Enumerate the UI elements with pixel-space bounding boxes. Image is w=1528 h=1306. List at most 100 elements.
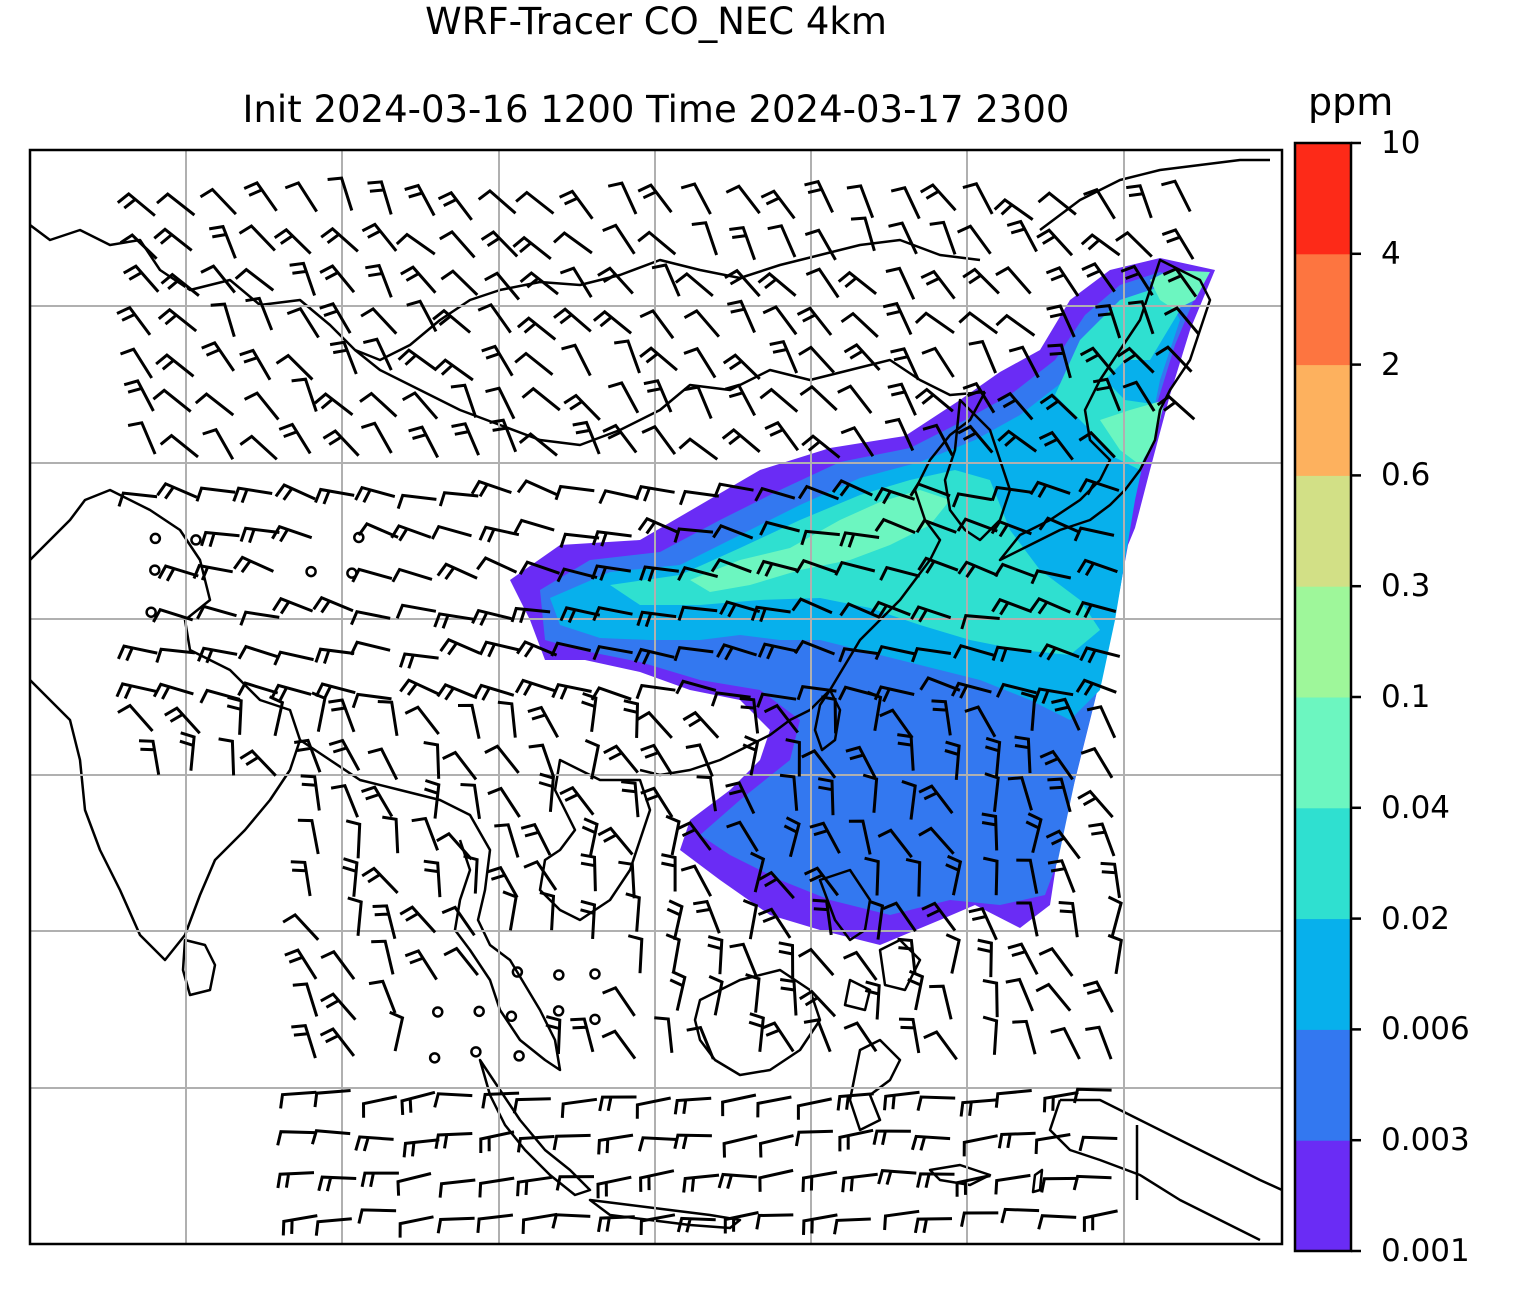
wind-barb (155, 353, 195, 378)
wind-barb (955, 1174, 991, 1197)
colorbar-tick-label: 0.006 (1381, 1011, 1470, 1048)
wind-barb (523, 859, 558, 891)
wind-barb (1020, 691, 1037, 731)
wind-barb (799, 384, 838, 412)
wind-barb (372, 904, 397, 940)
wind-barb (179, 731, 196, 771)
wind-barb (791, 597, 833, 615)
wind-barb (750, 605, 791, 623)
wind-barb (931, 699, 952, 736)
wind-barb (581, 817, 599, 858)
wind-barb (319, 1027, 356, 1057)
wind-barb (291, 1023, 317, 1059)
wind-barb (1085, 1025, 1113, 1060)
wind-barb (641, 424, 677, 455)
wind-barb (995, 265, 1032, 295)
wind-barb (550, 641, 592, 657)
wind-barb (633, 647, 675, 665)
wind-barb (330, 784, 359, 818)
wind-barb (956, 224, 992, 255)
wind-barb (559, 606, 601, 624)
calm-wind-marker (552, 1005, 565, 1017)
wind-barb (885, 266, 916, 300)
wind-barb (471, 608, 512, 626)
wind-barb (432, 308, 472, 334)
wind-barb (319, 264, 356, 294)
wind-barb (1072, 1174, 1112, 1191)
wind-barb (982, 1015, 999, 1055)
map-frame-border (28, 148, 1284, 1246)
wind-barb (1126, 184, 1153, 219)
colorbar-segment (1295, 1140, 1351, 1252)
wind-barb (769, 339, 799, 374)
calm-wind-marker (589, 968, 601, 980)
wind-barb (284, 948, 318, 980)
wind-barb (872, 1129, 911, 1146)
colorbar-segment (1295, 697, 1351, 809)
wind-barb (327, 176, 354, 211)
wind-barb (717, 1172, 758, 1190)
wind-barb (157, 564, 199, 582)
wind-barb (514, 351, 554, 376)
wind-barb (677, 605, 718, 621)
wind-barb (1075, 678, 1117, 696)
wind-barb (758, 1134, 794, 1158)
wind-barb (591, 530, 632, 547)
wind-barb (539, 891, 556, 931)
wind-barb (785, 738, 801, 777)
wind-barb (1014, 735, 1032, 774)
wind-barb (1078, 477, 1120, 496)
wind-barb (1035, 982, 1072, 1012)
wind-barb (1033, 687, 1074, 705)
wind-barb (423, 741, 441, 779)
calm-wind-marker (145, 606, 157, 618)
wind-barb (361, 1095, 398, 1118)
colorbar-segment (1295, 364, 1351, 476)
wind-barb (402, 1138, 440, 1158)
wind-barb (838, 647, 879, 663)
wind-barb (1082, 1209, 1118, 1232)
wind-barb (968, 906, 998, 941)
wind-barb (354, 1135, 394, 1152)
wind-barb (639, 1213, 676, 1236)
wind-barb (273, 650, 314, 666)
wind-barb (916, 1095, 956, 1111)
wind-barb (898, 1017, 921, 1054)
wind-barb (874, 486, 916, 505)
wind-barb (673, 1096, 712, 1115)
wind-barb (1037, 191, 1077, 216)
wind-barb (729, 225, 757, 261)
wind-barb (194, 392, 235, 417)
tracer-plume-level-4 (610, 470, 1100, 655)
wind-barb (917, 556, 959, 574)
wind-barb (272, 596, 314, 615)
wind-barb (270, 683, 312, 701)
wind-barb (680, 864, 713, 897)
calm-wind-marker (473, 1005, 485, 1018)
wind-barb (152, 607, 194, 623)
wind-barb (724, 268, 761, 298)
wind-barb (391, 567, 433, 583)
wind-barb (1073, 1087, 1112, 1104)
wind-barb (450, 383, 478, 418)
wind-barb (921, 346, 955, 378)
wind-barb (957, 560, 999, 578)
wind-barb (837, 270, 878, 295)
wind-barb (157, 307, 198, 333)
wind-barb (200, 530, 240, 548)
wind-barb (812, 898, 833, 936)
wind-barb (1058, 901, 1079, 938)
wind-barb (710, 691, 751, 707)
wind-barb (282, 912, 320, 941)
wind-barb (676, 1216, 716, 1233)
wind-barb (805, 267, 840, 299)
wind-barb (276, 1171, 315, 1189)
wind-barb (284, 181, 318, 213)
wind-barb (516, 640, 558, 658)
wind-barb (436, 1216, 475, 1234)
wind-barb (834, 560, 876, 576)
wind-barb (377, 700, 399, 737)
wind-barb (300, 774, 321, 811)
calm-wind-marker (149, 532, 162, 545)
wind-barb (138, 739, 161, 776)
